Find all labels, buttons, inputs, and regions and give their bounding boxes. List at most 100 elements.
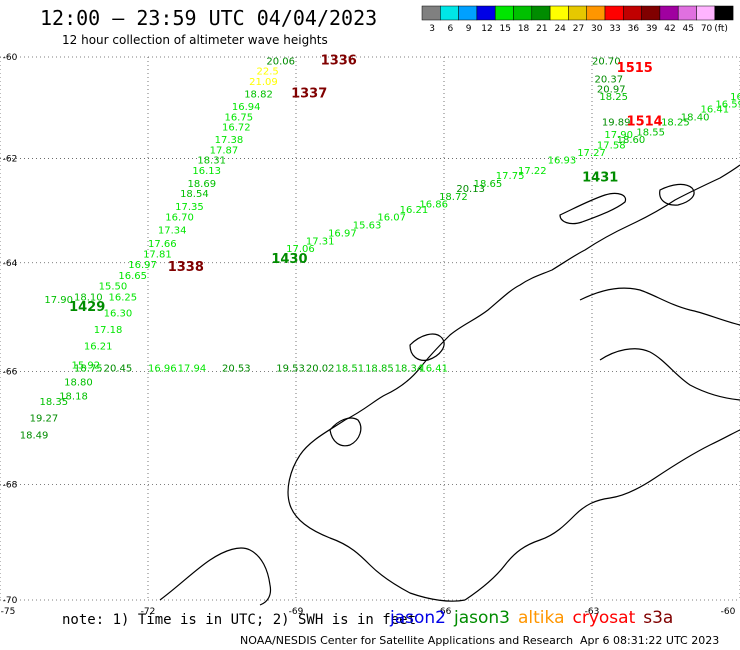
swh-value: 22.5	[257, 67, 279, 78]
antarctic-peninsula-coast	[299, 164, 740, 456]
pass-time-label: 1514	[627, 114, 663, 129]
swh-value: 17.31	[306, 236, 335, 247]
swh-value: 20.45	[104, 363, 133, 374]
pass-time-label: 1336	[321, 54, 357, 69]
swh-value: 20.06	[266, 57, 295, 68]
footer-note: note: 1) Time is in UTC; 2) SWH is in fe…	[62, 612, 417, 628]
swh-value: 17.06	[286, 244, 315, 255]
lon-tick-label: -75	[1, 607, 16, 617]
anvers-island	[409, 333, 445, 361]
eastern-coast	[579, 287, 740, 326]
swh-value: 18.25	[599, 92, 628, 103]
swh-value: 16.13	[192, 166, 221, 177]
swh-value: 16.41	[701, 105, 730, 116]
swh-value: 16.65	[118, 271, 147, 282]
scale-label: 42	[664, 24, 675, 34]
swh-value: 18.10	[74, 292, 103, 303]
swh-value: 16.93	[548, 156, 577, 167]
swh-value: 20.97	[597, 84, 626, 95]
mainland-coast-south	[287, 454, 466, 602]
lat-tick-label: -68	[3, 480, 18, 490]
swh-value: 18.60	[617, 135, 646, 146]
scale-label: 45	[683, 24, 694, 34]
swh-value: 16.94	[232, 102, 261, 113]
scale-label: 12	[481, 24, 492, 34]
swh-value: 19.53	[276, 363, 305, 374]
pass-time-label: 1338	[168, 260, 204, 275]
swh-value: 18.40	[681, 112, 710, 123]
swh-value: 18.55	[636, 128, 665, 139]
scale-label: 9	[466, 24, 472, 34]
swh-value: 15.92	[72, 361, 101, 372]
swh-value: 18.51	[335, 363, 364, 374]
map-title: 12:00 — 23:59 UTC 04/04/2023	[40, 6, 378, 30]
swh-value: 20.02	[306, 363, 335, 374]
color-scale-legend: 3 6 9 12 15 18 21 24 27 30 33 36 39 42 45 70 (ft)	[421, 5, 734, 34]
scale-label: 18	[518, 24, 530, 34]
swh-value: 20.37	[594, 74, 623, 85]
generated-time: Apr 6 08:31:22 UTC 2023	[580, 634, 720, 647]
swh-value: 18.34	[395, 363, 424, 374]
lon-tick-label: -72	[141, 607, 156, 617]
swh-value: 15.50	[99, 281, 128, 292]
swh-value: 17.81	[143, 249, 172, 260]
swh-value: 18.85	[365, 363, 394, 374]
lon-tick-label: -63	[585, 607, 600, 617]
swh-value: 16.75	[224, 112, 253, 123]
south-shetland	[559, 192, 627, 225]
scale-label: 3	[429, 24, 435, 34]
satellite-jason3: jason3	[454, 608, 510, 628]
scale-swatch	[604, 5, 624, 21]
lon-tick-label: -69	[289, 607, 304, 617]
satellite-cryosat: cryosat	[572, 608, 636, 628]
swh-value: 18.72	[439, 192, 468, 203]
scale-label: 24	[554, 24, 566, 34]
swh-value: 17.34	[158, 226, 187, 237]
swh-value: 18.54	[180, 189, 209, 200]
scale-label: 70	[701, 24, 713, 34]
satellite-s3a: s3a	[643, 608, 674, 628]
swh-value: 18.18	[59, 391, 88, 402]
pass-time-label: 1515	[617, 61, 653, 76]
scale-label: 39	[646, 24, 658, 34]
swh-value: 20.70	[592, 57, 621, 68]
swh-value: 16.97	[128, 260, 157, 271]
scale-label: 27	[573, 24, 584, 34]
scale-swatch	[549, 5, 569, 21]
joinville-island	[659, 183, 695, 206]
swh-value: 17.22	[518, 166, 547, 177]
swh-value: 18.80	[64, 377, 93, 388]
scale-swatch	[659, 5, 679, 21]
alexander-island	[159, 547, 272, 606]
swh-value: 18.35	[39, 397, 68, 408]
pass-time-label: 1430	[271, 252, 307, 267]
swh-value: 18.25	[661, 117, 690, 128]
observations-layer: 20.0622.521.0918.8216.9416.7516.7217.381…	[20, 54, 740, 442]
pass-time-label: 1431	[582, 171, 618, 186]
scale-label: 30	[591, 24, 603, 34]
swh-value: 16.59	[715, 100, 740, 111]
swh-value: 16.70	[165, 213, 194, 224]
larsen-shelf	[599, 348, 740, 401]
satellite-jason2: jason2	[390, 608, 446, 628]
lon-tick-label: -60	[721, 607, 736, 617]
scale-label: 6	[447, 24, 453, 34]
swh-value: 16.86	[419, 200, 448, 211]
lat-tick-label: -66	[3, 367, 18, 377]
swh-value: 16.25	[109, 292, 138, 303]
swh-value: 17.90	[44, 295, 73, 306]
swh-value: 18.31	[197, 156, 226, 167]
pass-time-label: 1429	[69, 300, 105, 315]
swh-value: 16.97	[328, 228, 357, 239]
scale-unit: (ft)	[714, 24, 728, 34]
scale-swatch	[714, 5, 734, 21]
lat-tick-label: -70	[3, 596, 18, 606]
scale-swatch	[513, 5, 533, 21]
swh-value: 19.27	[30, 414, 59, 425]
swh-value: 17.18	[94, 325, 123, 336]
swh-value: 16.72	[222, 122, 251, 133]
swh-value: 21.09	[249, 77, 278, 88]
scale-label: 21	[536, 24, 547, 34]
swh-value: 16.07	[377, 213, 406, 224]
scale-swatch	[623, 5, 642, 21]
